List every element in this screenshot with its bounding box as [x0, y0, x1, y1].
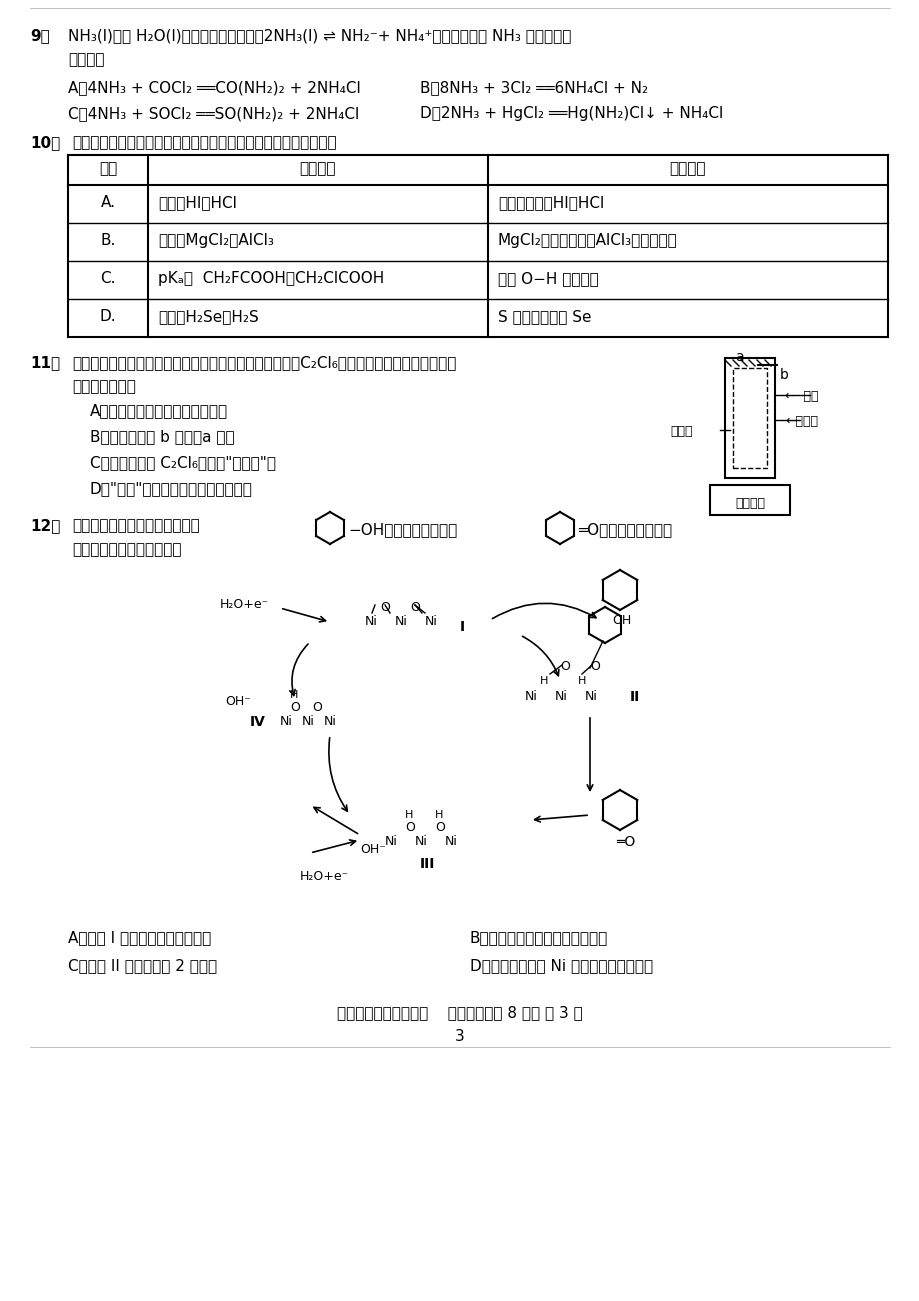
Text: IV: IV	[250, 716, 266, 729]
Text: OH⁻: OH⁻	[359, 843, 385, 856]
Text: ←  抽气: ← 抽气	[784, 390, 818, 403]
Text: 前者 O−H 的极性强: 前者 O−H 的极性强	[497, 271, 598, 286]
Text: Ni: Ni	[323, 716, 336, 729]
Text: 无关的是: 无关的是	[68, 52, 105, 66]
Text: C．实验结束时 C₂Cl₆附着在"冷凝指"上: C．实验结束时 C₂Cl₆附着在"冷凝指"上	[90, 455, 276, 470]
Text: O: O	[312, 701, 322, 714]
Text: Ni: Ni	[554, 690, 567, 703]
Text: b: b	[779, 368, 788, 382]
Text: 键角：H₂Se＜H₂S: 键角：H₂Se＜H₂S	[158, 310, 258, 324]
Text: O: O	[289, 701, 300, 714]
Bar	[709, 485, 789, 515]
Text: NH₃(l)能像 H₂O(l)一样发生自耦电离：2NH₃(l) ⇌ NH₂⁻+ NH₄⁺。下列反应与 NH₃ 的自耦电离: NH₃(l)能像 H₂O(l)一样发生自耦电离：2NH₃(l) ⇌ NH₂⁻+ …	[68, 29, 571, 43]
Text: 升华是一种常见的混合物分离、提纯的方法。六氯乙烷（C₂Cl₆）升华的装置如下图所示。下: 升华是一种常见的混合物分离、提纯的方法。六氯乙烷（C₂Cl₆）升华的装置如下图所…	[72, 355, 456, 369]
Text: D．2NH₃ + HgCl₂ ══Hg(NH₂)Cl↓ + NH₄Cl: D．2NH₃ + HgCl₂ ══Hg(NH₂)Cl↓ + NH₄Cl	[420, 105, 722, 121]
Text: 吸滤管: 吸滤管	[669, 425, 692, 438]
Text: A．4NH₃ + COCl₂ ══CO(NH₂)₂ + 2NH₄Cl: A．4NH₃ + COCl₂ ══CO(NH₂)₂ + 2NH₄Cl	[68, 79, 360, 95]
Text: O: O	[589, 660, 599, 673]
Text: 原因解释: 原因解释	[669, 161, 706, 176]
Text: O: O	[435, 821, 445, 834]
Text: Ni: Ni	[584, 690, 597, 703]
Text: S 的电负性大于 Se: S 的电负性大于 Se	[497, 310, 591, 324]
Text: C.: C.	[100, 271, 116, 286]
Text: C．物质 II 结构中存在 2 个氢键: C．物质 II 结构中存在 2 个氢键	[68, 958, 217, 973]
Text: H₂O+e⁻: H₂O+e⁻	[220, 598, 269, 611]
Text: 加热装置: 加热装置	[734, 497, 765, 510]
Text: O: O	[380, 601, 390, 614]
Text: ←冷凝指: ←冷凝指	[784, 415, 817, 428]
Text: O: O	[560, 660, 569, 673]
Text: 12．: 12．	[30, 518, 61, 533]
Text: H: H	[539, 677, 548, 686]
Text: Ni: Ni	[365, 615, 378, 628]
Text: H₂O+e⁻: H₂O+e⁻	[300, 870, 349, 883]
Text: Ni: Ni	[301, 716, 314, 729]
Text: OH⁻: OH⁻	[225, 695, 251, 708]
Text: III: III	[420, 857, 435, 870]
Text: 性质差异: 性质差异	[300, 161, 335, 176]
Text: 9．: 9．	[30, 29, 50, 43]
Text: 分子的极性：HI＞HCl: 分子的极性：HI＞HCl	[497, 195, 604, 209]
Text: B．上述转化过程发生在阳极表面: B．上述转化过程发生在阳极表面	[470, 930, 607, 945]
Text: pKₐ：  CH₂FCOOH＜CH₂ClCOOH: pKₐ： CH₂FCOOH＜CH₂ClCOOH	[158, 271, 384, 286]
Text: 10．: 10．	[30, 135, 60, 150]
Text: H: H	[435, 811, 443, 820]
Text: I: I	[460, 621, 465, 634]
Text: H: H	[577, 677, 585, 686]
Text: B.: B.	[100, 233, 116, 248]
Text: D．"抽气"的目的是防止六氯乙烷氧化: D．"抽气"的目的是防止六氯乙烷氧化	[90, 481, 253, 496]
Text: 含有催化剂的电极能将环已醇（: 含有催化剂的电极能将环已醇（	[72, 518, 199, 533]
Text: A．实验时应先加热，再通冷凝水: A．实验时应先加热，再通冷凝水	[90, 403, 228, 418]
Text: 列说法正确的是: 列说法正确的是	[72, 379, 136, 394]
Text: Ni: Ni	[445, 835, 458, 848]
Text: O: O	[404, 821, 414, 834]
Text: Ni: Ni	[425, 615, 437, 628]
Text: 沸点：HI＞HCl: 沸点：HI＞HCl	[158, 195, 236, 209]
Text: Ni: Ni	[394, 615, 407, 628]
Text: 图所示。下列说法错误的是: 图所示。下列说法错误的是	[72, 543, 181, 557]
Text: OH: OH	[611, 614, 630, 627]
Text: II: II	[630, 690, 640, 704]
Text: A．物质 I 是该转化过程的催化剂: A．物质 I 是该转化过程的催化剂	[68, 930, 211, 945]
Text: Ni: Ni	[414, 835, 427, 848]
Text: 11．: 11．	[30, 355, 60, 369]
Text: −OH）转化为环已酮（: −OH）转化为环已酮（	[347, 522, 457, 537]
Text: 新高考联考协作体出品    化学试卷（共 8 页） 第 3 页: 新高考联考协作体出品 化学试卷（共 8 页） 第 3 页	[336, 1004, 583, 1020]
Bar	[732, 368, 766, 468]
Bar	[724, 358, 774, 477]
Text: B．8NH₃ + 3Cl₂ ══6NH₄Cl + N₂: B．8NH₃ + 3Cl₂ ══6NH₄Cl + N₂	[420, 79, 647, 95]
Text: ═O: ═O	[616, 835, 634, 850]
Text: B．冷凝水应从 b 口进，a 口出: B．冷凝水应从 b 口进，a 口出	[90, 429, 234, 444]
Text: H: H	[404, 811, 413, 820]
Text: 物质结构决定物质性质。下列物质性质差异与原因解释不匹配的是: 物质结构决定物质性质。下列物质性质差异与原因解释不匹配的是	[72, 135, 336, 150]
Text: D.: D.	[99, 310, 116, 324]
Text: A.: A.	[100, 195, 116, 209]
Text: a: a	[734, 350, 743, 364]
Text: Ni: Ni	[384, 835, 397, 848]
Text: MgCl₂是离子晶体，AlCl₃是分子晶体: MgCl₂是离子晶体，AlCl₃是分子晶体	[497, 233, 677, 248]
Text: 熔点：MgCl₂＞AlCl₃: 熔点：MgCl₂＞AlCl₃	[158, 233, 274, 248]
Text: ═O），反应机理如下: ═O），反应机理如下	[577, 522, 672, 537]
Text: Ni: Ni	[279, 716, 292, 729]
Text: Ni: Ni	[525, 690, 538, 703]
Text: H: H	[289, 690, 298, 700]
Text: 3: 3	[455, 1029, 464, 1043]
Text: 选项: 选项	[98, 161, 117, 176]
Text: D．在转化过程中 Ni 的化合价发生了变化: D．在转化过程中 Ni 的化合价发生了变化	[470, 958, 652, 973]
Text: C．4NH₃ + SOCl₂ ══SO(NH₂)₂ + 2NH₄Cl: C．4NH₃ + SOCl₂ ══SO(NH₂)₂ + 2NH₄Cl	[68, 105, 358, 121]
Text: O: O	[410, 601, 419, 614]
